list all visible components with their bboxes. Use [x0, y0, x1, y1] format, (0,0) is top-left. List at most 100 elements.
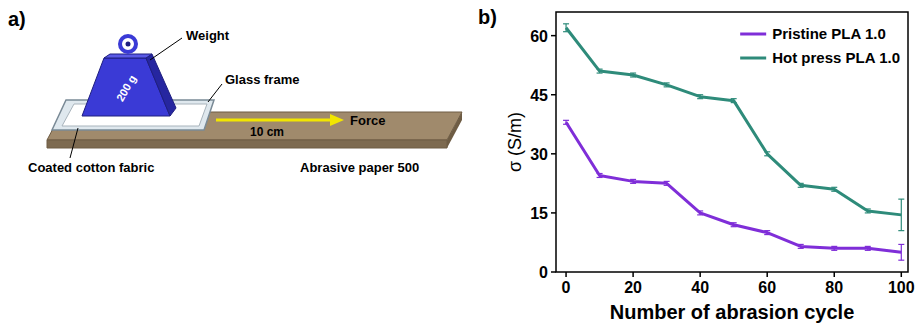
x-tick-label: 100: [888, 279, 915, 296]
weight-side: [146, 54, 176, 116]
x-tick: [565, 272, 567, 277]
error-bar: [597, 174, 603, 178]
leader: [70, 128, 78, 158]
error-bar: [831, 246, 837, 250]
panel-b: b)020406080100015304560Number of abrasio…: [478, 6, 915, 323]
x-tick-label: 80: [825, 279, 843, 296]
y-tick: [551, 35, 556, 37]
frame-label: Glass frame: [225, 72, 299, 87]
y-tick: [551, 94, 556, 96]
error-bar: [630, 73, 636, 77]
error-bar: [798, 183, 804, 187]
error-cap: [731, 98, 737, 99]
error-cap: [697, 94, 703, 95]
x-tick-label: 40: [691, 279, 709, 296]
error-cap: [798, 183, 804, 184]
error-cap: [630, 183, 636, 184]
weight-ring: [120, 36, 136, 52]
error-cap: [798, 248, 804, 249]
x-tick: [901, 272, 903, 277]
error-bar: [664, 181, 670, 185]
error-cap: [664, 185, 670, 186]
x-tick-label: 60: [758, 279, 776, 296]
legend-label: Pristine PLA 1.0: [772, 25, 886, 42]
error-bar: [898, 244, 904, 260]
y-axis-title: σ (S/m): [505, 112, 525, 172]
error-cap: [831, 250, 837, 251]
legend: Pristine PLA 1.0 Hot press PLA 1.0: [740, 25, 900, 66]
error-cap: [597, 72, 603, 73]
abrasive-paper-edge: [47, 140, 447, 148]
error-cap: [664, 86, 670, 87]
error-cap: [764, 234, 770, 235]
error-cap: [798, 187, 804, 188]
y-tick: [551, 271, 556, 273]
y-tick-label: 60: [530, 28, 548, 45]
error-cap: [697, 214, 703, 215]
force-arrow: [216, 119, 330, 122]
series-line: [566, 122, 901, 252]
error-cap: [798, 244, 804, 245]
series-line: [566, 28, 901, 215]
error-cap: [664, 181, 670, 182]
error-stem: [901, 244, 902, 260]
error-cap: [865, 212, 871, 213]
error-bar: [697, 211, 703, 215]
error-cap: [664, 82, 670, 83]
error-cap: [898, 230, 904, 231]
leader: [150, 38, 182, 60]
error-bar: [697, 95, 703, 99]
paper-label: Abrasive paper 500: [300, 160, 419, 175]
error-cap: [898, 260, 904, 261]
error-cap: [597, 173, 603, 174]
error-cap: [831, 246, 837, 247]
panel-letter: a): [8, 8, 26, 30]
y-tick-label: 0: [539, 264, 548, 281]
error-bar: [865, 209, 871, 213]
error-cap: [831, 191, 837, 192]
y-tick-label: 45: [530, 87, 548, 104]
legend-swatch: [740, 57, 766, 60]
panel-letter: b): [478, 6, 497, 28]
x-tick: [766, 272, 768, 277]
y-tick: [551, 212, 556, 214]
error-bar: [898, 199, 904, 231]
error-cap: [597, 177, 603, 178]
abrasive-paper-side: [447, 112, 462, 148]
error-cap: [563, 120, 569, 121]
x-axis-title: Number of abrasion cycle: [610, 301, 855, 323]
weight-ring-hole: [126, 42, 131, 47]
error-cap: [563, 31, 569, 32]
error-bar: [664, 83, 670, 87]
x-tick-label: 20: [624, 279, 642, 296]
figure: a) 200 g Weight Glass frame Coated cotton fa…: [0, 0, 922, 327]
leader: [208, 84, 222, 102]
error-stem: [565, 24, 566, 32]
error-cap: [563, 124, 569, 125]
error-cap: [597, 69, 603, 70]
legend-label: Hot press PLA 1.0: [772, 49, 900, 66]
weight-top: [104, 54, 152, 58]
error-cap: [630, 72, 636, 73]
marks: [563, 24, 904, 260]
error-cap: [697, 98, 703, 99]
distance-label: 10 cm: [250, 125, 284, 139]
error-bar: [630, 179, 636, 183]
error-cap: [764, 155, 770, 156]
error-bar: [798, 244, 804, 248]
error-bar: [731, 99, 737, 103]
fabric-label: Coated cotton fabric: [28, 160, 154, 175]
error-cap: [731, 102, 737, 103]
weight-mass: 200 g: [114, 73, 138, 103]
plot-frame: [556, 12, 908, 272]
x-tick: [632, 272, 634, 277]
error-cap: [731, 226, 737, 227]
error-stem: [901, 199, 902, 231]
x-tick: [833, 272, 835, 277]
error-bar: [563, 120, 569, 124]
error-bar: [563, 24, 569, 32]
error-bar: [831, 187, 837, 191]
error-cap: [630, 76, 636, 77]
force-arrow-head: [330, 114, 344, 126]
weight-label: Weight: [186, 28, 230, 43]
